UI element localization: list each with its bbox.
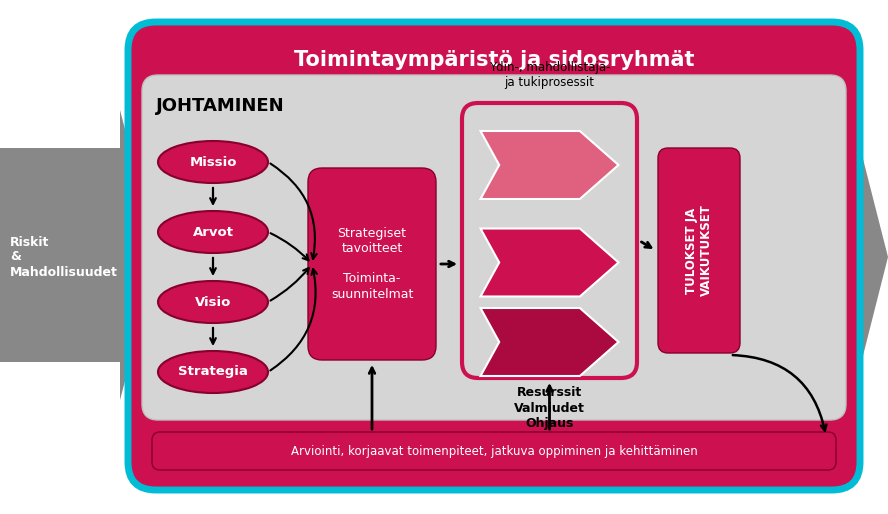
Text: JOHTAMINEN: JOHTAMINEN — [156, 97, 285, 115]
Text: Riskit
&
Mahdollisuudet: Riskit & Mahdollisuudet — [10, 235, 118, 279]
Polygon shape — [0, 110, 158, 400]
Text: Arviointi, korjaavat toimenpiteet, jatkuva oppiminen ja kehittäminen: Arviointi, korjaavat toimenpiteet, jatku… — [290, 445, 697, 457]
Text: Strategia: Strategia — [178, 365, 248, 378]
FancyBboxPatch shape — [462, 103, 637, 378]
Polygon shape — [762, 100, 888, 415]
FancyBboxPatch shape — [128, 22, 860, 490]
Text: Strategiset
tavoitteet

Toiminta-
suunnitelmat: Strategiset tavoitteet Toiminta- suunnit… — [331, 228, 413, 301]
FancyBboxPatch shape — [308, 168, 436, 360]
Text: Resurssit
Valmiudet
Ohjaus: Resurssit Valmiudet Ohjaus — [514, 387, 585, 430]
Text: Ydin-, mahdollistaja-
ja tukiprosessit: Ydin-, mahdollistaja- ja tukiprosessit — [488, 61, 610, 89]
Text: Toimintaympäristö ja sidosryhmät: Toimintaympäristö ja sidosryhmät — [294, 50, 694, 70]
Ellipse shape — [158, 211, 268, 253]
Text: TULOKSET JA
VAIKUTUKSET: TULOKSET JA VAIKUTUKSET — [685, 205, 713, 297]
Polygon shape — [480, 229, 619, 297]
FancyBboxPatch shape — [142, 75, 846, 420]
Ellipse shape — [158, 351, 268, 393]
Text: Visio: Visio — [194, 296, 231, 308]
Ellipse shape — [158, 281, 268, 323]
Text: Missio: Missio — [189, 156, 237, 169]
Text: Arvot: Arvot — [193, 226, 234, 238]
Ellipse shape — [158, 141, 268, 183]
Polygon shape — [480, 308, 619, 376]
Polygon shape — [480, 131, 619, 199]
FancyBboxPatch shape — [658, 148, 740, 353]
FancyBboxPatch shape — [152, 432, 836, 470]
